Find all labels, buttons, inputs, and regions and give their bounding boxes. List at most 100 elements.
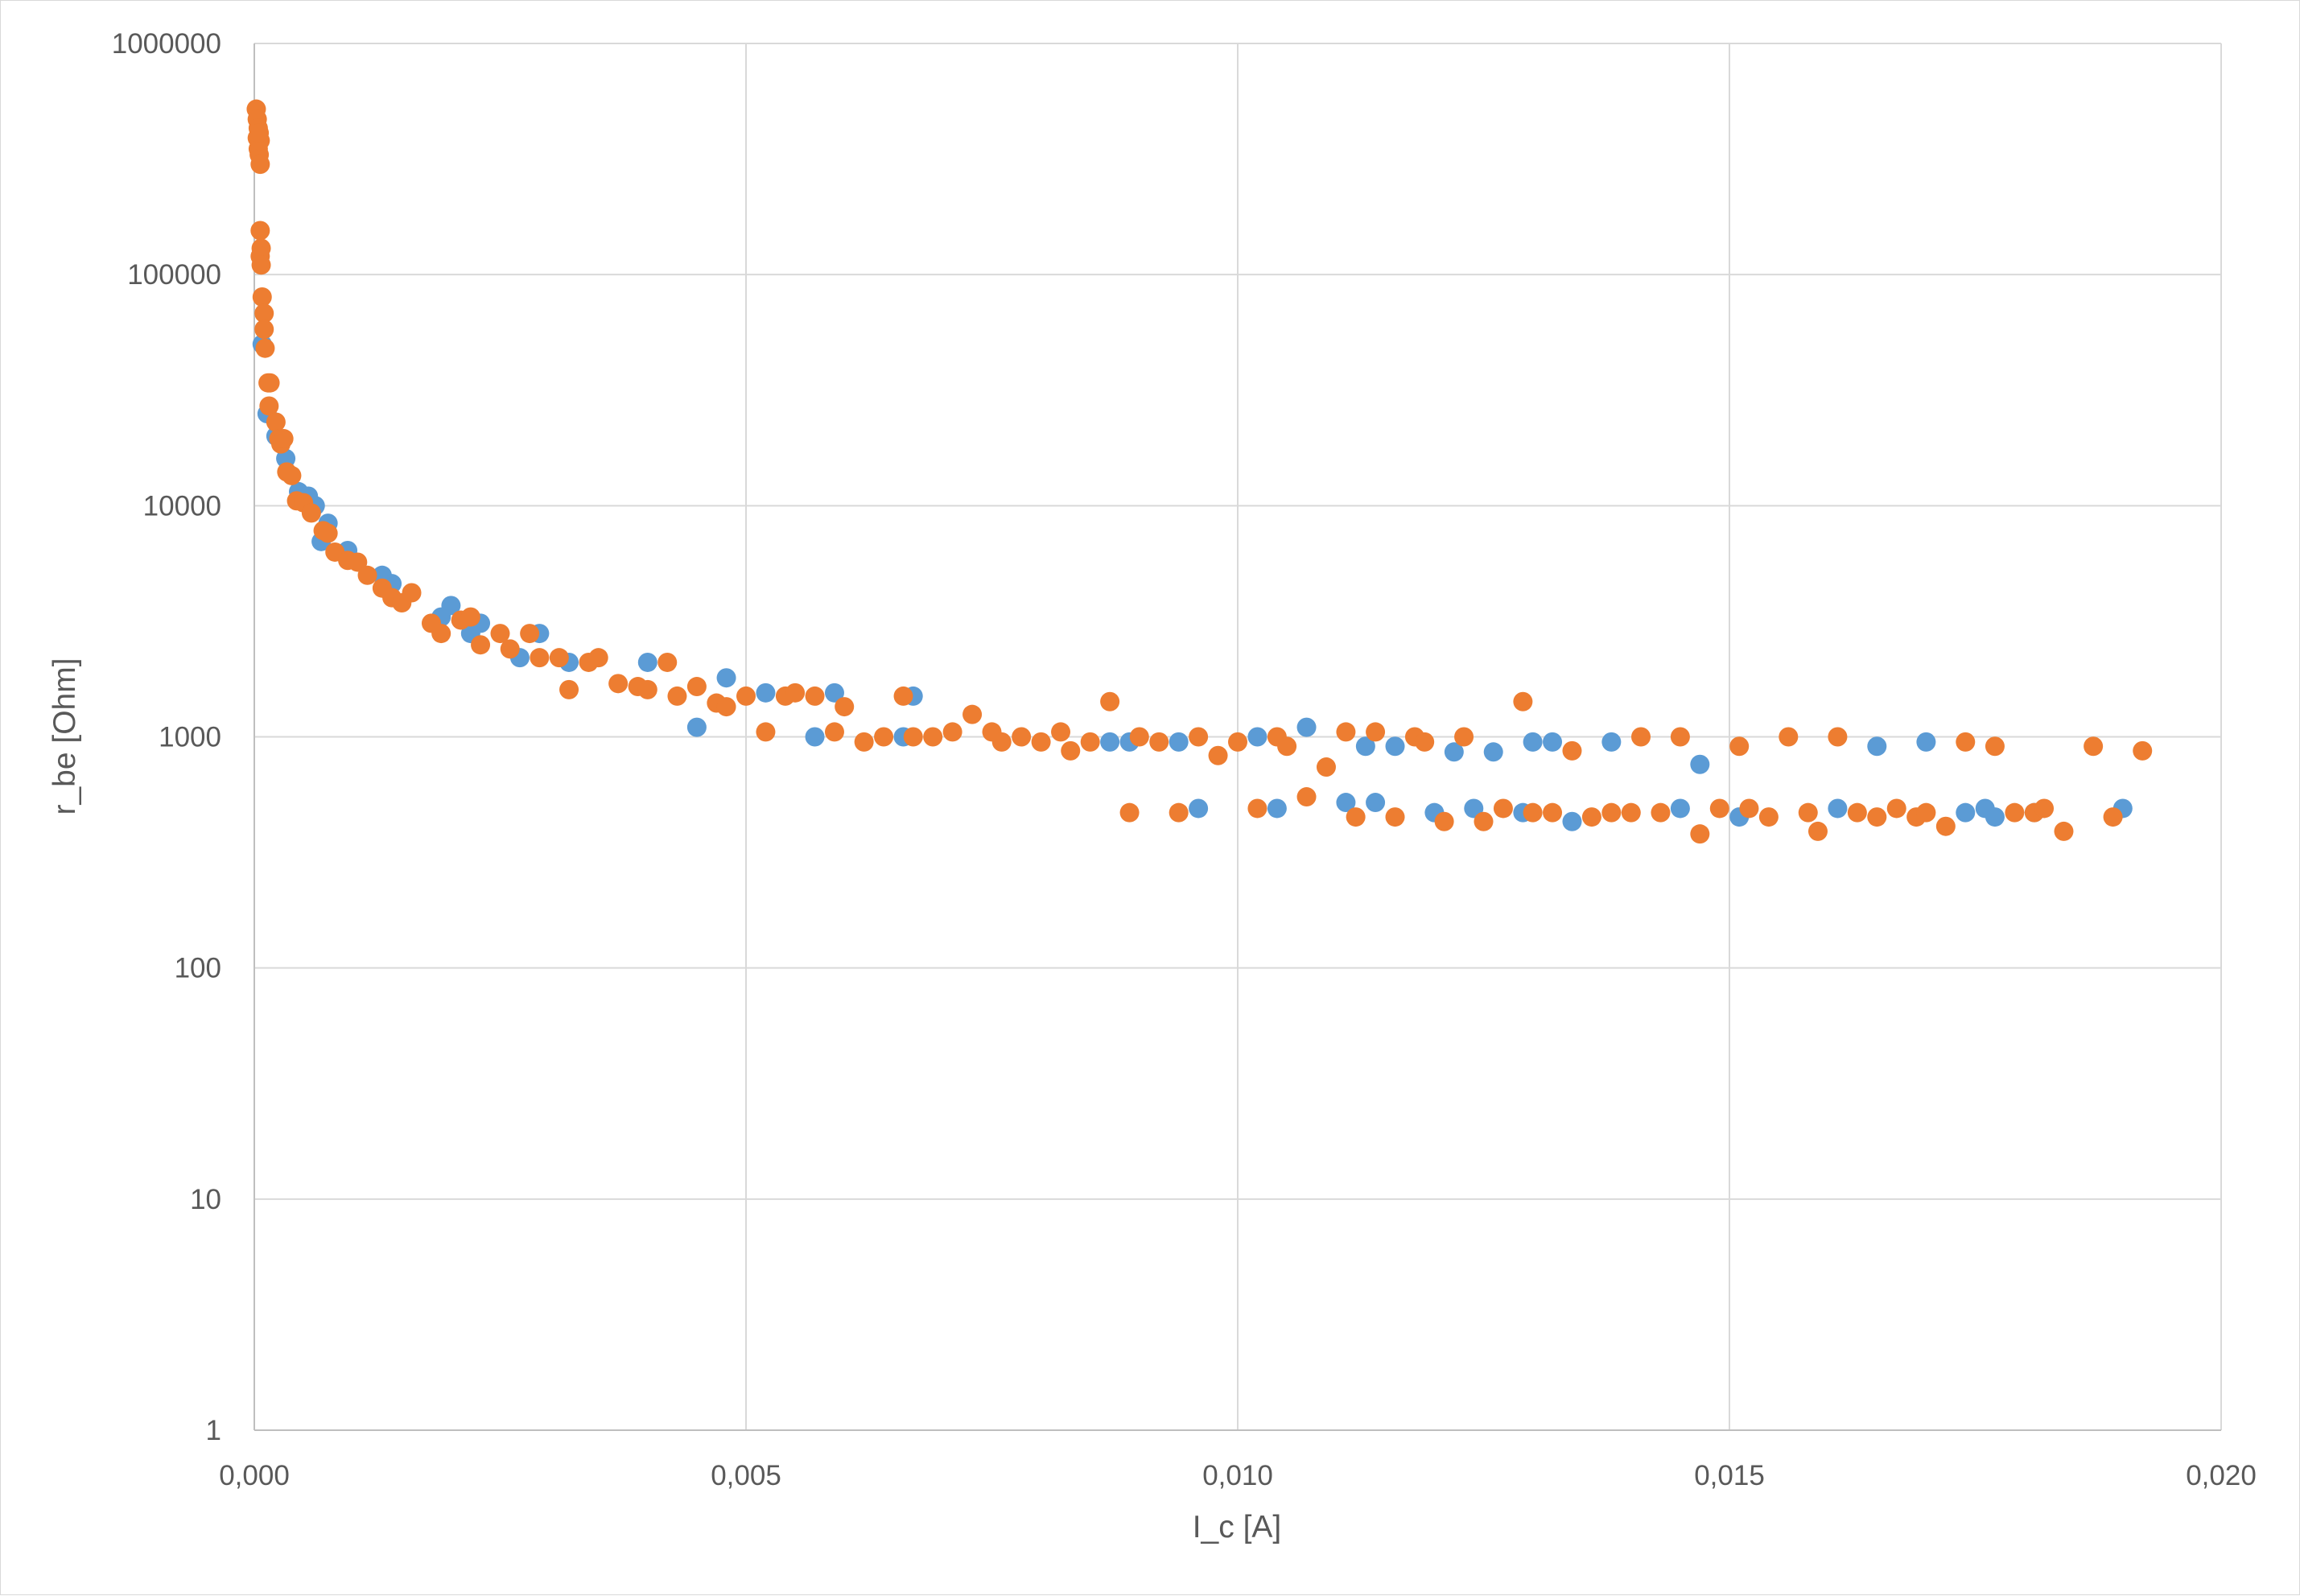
y-tick-label: 100000 bbox=[127, 259, 221, 291]
data-point bbox=[1935, 816, 1956, 836]
data-point bbox=[1601, 802, 1622, 823]
data-point bbox=[1061, 740, 1081, 761]
data-point bbox=[1562, 811, 1582, 831]
data-point bbox=[2005, 802, 2025, 823]
data-point bbox=[1690, 754, 1710, 774]
data-point bbox=[1366, 722, 1386, 742]
data-point bbox=[1100, 691, 1120, 711]
data-point bbox=[1670, 798, 1690, 819]
data-point bbox=[1886, 798, 1906, 819]
data-point bbox=[431, 624, 451, 644]
data-point bbox=[1355, 736, 1375, 757]
y-tick-label: 10 bbox=[190, 1184, 221, 1215]
data-point bbox=[824, 683, 844, 703]
data-point bbox=[805, 727, 825, 747]
data-point bbox=[559, 679, 579, 699]
data-point bbox=[1129, 727, 1149, 747]
data-point bbox=[1670, 727, 1690, 747]
data-point bbox=[1758, 807, 1779, 827]
data-point bbox=[1169, 802, 1189, 823]
data-point bbox=[2084, 736, 2104, 757]
data-point bbox=[1847, 802, 1867, 823]
data-point bbox=[1956, 802, 1976, 823]
data-point bbox=[301, 503, 321, 523]
data-point bbox=[250, 155, 270, 175]
y-tick-label: 1000 bbox=[159, 722, 221, 753]
data-point bbox=[1169, 732, 1189, 752]
y-tick-label: 1000000 bbox=[112, 28, 221, 60]
data-point bbox=[1631, 727, 1651, 747]
data-point bbox=[716, 668, 736, 688]
y-tick-label: 100 bbox=[175, 953, 221, 984]
data-point bbox=[1523, 732, 1543, 752]
data-point bbox=[402, 583, 422, 603]
data-point bbox=[348, 552, 368, 572]
data-point bbox=[1807, 821, 1828, 841]
data-points bbox=[246, 99, 2153, 844]
data-point bbox=[854, 732, 874, 752]
data-point bbox=[1080, 732, 1100, 752]
data-point bbox=[1316, 757, 1336, 777]
y-tick-label: 1 bbox=[206, 1415, 221, 1446]
data-point bbox=[1454, 727, 1474, 747]
data-point bbox=[588, 648, 608, 668]
data-point bbox=[1779, 727, 1799, 747]
data-point bbox=[255, 338, 275, 358]
data-point bbox=[1562, 740, 1582, 761]
data-point bbox=[1798, 802, 1818, 823]
data-point bbox=[1336, 793, 1356, 813]
data-point bbox=[1208, 745, 1228, 765]
data-point bbox=[1189, 727, 1209, 747]
data-point bbox=[260, 373, 280, 393]
data-point bbox=[2103, 807, 2123, 827]
data-point bbox=[686, 677, 707, 697]
data-point bbox=[893, 686, 913, 706]
data-point bbox=[1149, 732, 1169, 752]
data-point bbox=[2034, 798, 2055, 819]
data-point bbox=[1296, 787, 1317, 807]
data-point bbox=[1709, 798, 1729, 819]
data-point bbox=[1867, 807, 1887, 827]
data-point bbox=[824, 722, 844, 742]
data-point bbox=[1415, 732, 1435, 752]
data-point bbox=[1543, 802, 1563, 823]
data-point bbox=[357, 565, 377, 585]
data-point bbox=[251, 255, 271, 275]
data-point bbox=[1543, 732, 1563, 752]
data-point bbox=[1366, 793, 1386, 813]
data-point bbox=[1493, 798, 1513, 819]
data-point bbox=[1336, 722, 1356, 742]
series-1 bbox=[252, 334, 2133, 831]
x-tick-label: 0,010 bbox=[1202, 1460, 1273, 1491]
data-point bbox=[1828, 798, 1848, 819]
data-point bbox=[756, 722, 776, 742]
data-point bbox=[1828, 727, 1848, 747]
data-point bbox=[923, 727, 943, 747]
data-point bbox=[608, 674, 629, 694]
data-point bbox=[254, 303, 274, 324]
data-point bbox=[549, 648, 569, 668]
data-point bbox=[1729, 736, 1750, 757]
x-axis-tick-labels: 0,000 0,005 0,010 0,015 0,020 bbox=[219, 1460, 2257, 1491]
data-point bbox=[1434, 811, 1454, 831]
data-point bbox=[1228, 732, 1247, 752]
x-tick-label: 0,015 bbox=[1694, 1460, 1765, 1491]
data-point bbox=[805, 686, 825, 706]
x-axis-title: I_c [A] bbox=[1193, 1510, 1282, 1544]
data-point bbox=[835, 697, 855, 717]
data-point bbox=[274, 429, 294, 449]
series-2 bbox=[246, 99, 2153, 844]
data-point bbox=[318, 523, 338, 543]
data-point bbox=[2054, 821, 2074, 841]
y-axis-title: r_be [Ohm] bbox=[47, 658, 82, 814]
data-point bbox=[1621, 802, 1641, 823]
x-tick-label: 0,005 bbox=[711, 1460, 781, 1491]
data-point bbox=[441, 596, 461, 616]
data-point bbox=[1119, 802, 1140, 823]
data-point bbox=[716, 697, 736, 717]
data-point bbox=[1581, 807, 1601, 827]
data-point bbox=[874, 727, 894, 747]
data-point bbox=[252, 287, 272, 307]
